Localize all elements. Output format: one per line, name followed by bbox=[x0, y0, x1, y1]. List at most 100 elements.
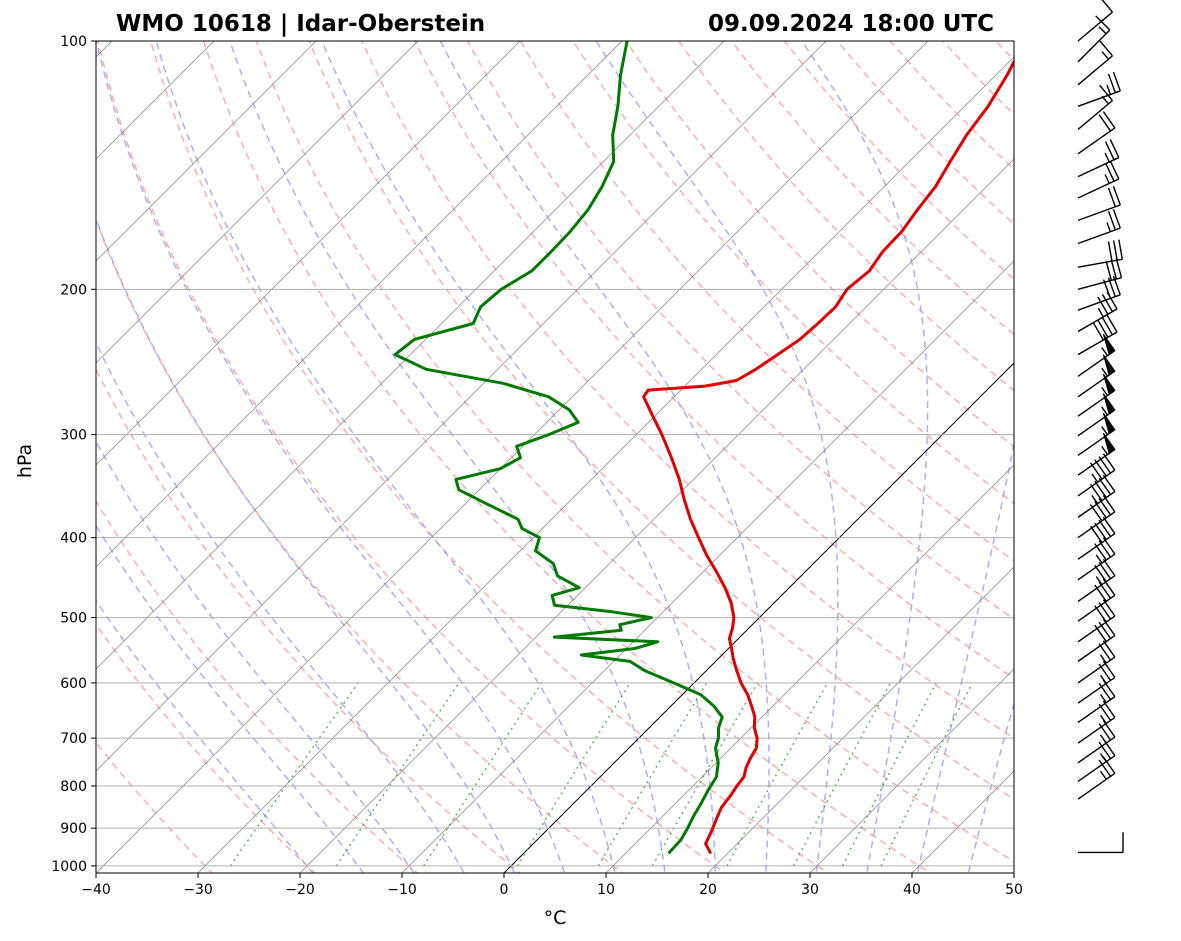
wind-barb bbox=[1077, 111, 1116, 155]
wind-barb-staff bbox=[1077, 178, 1120, 199]
wind-barb bbox=[1077, 432, 1116, 476]
x-tick-label: 20 bbox=[699, 882, 717, 898]
wind-barb-feather bbox=[1094, 480, 1107, 498]
wind-barb-half-feather bbox=[1099, 694, 1107, 704]
mixing-ratio-line bbox=[335, 682, 460, 867]
wind-barb-staff bbox=[1077, 258, 1123, 268]
wind-barb bbox=[1077, 453, 1116, 497]
wind-barb-pennant bbox=[1102, 432, 1116, 455]
isotherm bbox=[96, 41, 521, 466]
dry-adiabat bbox=[572, 41, 1014, 505]
wind-barb-staff bbox=[1077, 276, 1122, 290]
y-tick-label: 700 bbox=[60, 731, 87, 747]
y-tick-label: 300 bbox=[60, 428, 87, 444]
wind-barb bbox=[1077, 84, 1114, 130]
chart-title-time: 09.09.2024 18:00 UTC bbox=[708, 11, 994, 37]
moist-adiabat bbox=[96, 41, 566, 873]
wind-barb bbox=[1077, 373, 1116, 417]
wind-barb-feather bbox=[1107, 241, 1113, 262]
isotherm bbox=[96, 41, 827, 772]
wind-barb-staff bbox=[1077, 511, 1116, 539]
chart-title-station: WMO 10618 | Idar-Oberstein bbox=[116, 11, 485, 37]
moist-adiabat bbox=[96, 524, 365, 873]
isotherm bbox=[96, 41, 725, 670]
wind-barb-half-feather bbox=[1101, 445, 1109, 455]
wind-barb bbox=[1077, 314, 1118, 356]
wind-barb-feather bbox=[1098, 621, 1112, 639]
wind-barb-half-feather bbox=[1099, 654, 1107, 664]
wind-barb-feather bbox=[1094, 584, 1107, 602]
wind-barb-half-feather bbox=[1101, 386, 1109, 396]
wind-barb bbox=[1077, 71, 1121, 107]
wind-barb-feather bbox=[1109, 139, 1120, 158]
moist-adiabat bbox=[967, 700, 1014, 873]
x-tick-label: 40 bbox=[903, 882, 921, 898]
wind-barb bbox=[1077, 354, 1116, 398]
moist-adiabat bbox=[155, 41, 616, 873]
dry-adiabat bbox=[96, 367, 522, 873]
wind-barb-pennant bbox=[1102, 354, 1116, 376]
wind-barb-half-feather bbox=[1097, 307, 1104, 318]
wind-barb-half-feather bbox=[1095, 576, 1103, 586]
mixing-ratio-line bbox=[422, 682, 543, 867]
dry-adiabat bbox=[942, 41, 1014, 116]
mixing-ratio-line bbox=[841, 682, 937, 867]
wind-barb-staff bbox=[1077, 331, 1118, 356]
isotherm bbox=[299, 158, 1014, 873]
wind-barb-feather bbox=[1102, 111, 1116, 129]
wind-barb bbox=[1077, 700, 1116, 744]
x-tick-label: 50 bbox=[1005, 882, 1023, 898]
wind-barb bbox=[1077, 599, 1116, 643]
wind-barb bbox=[1077, 139, 1120, 178]
wind-barb bbox=[1077, 618, 1116, 662]
wind-barb-feather bbox=[1102, 558, 1116, 577]
wind-barb-staff bbox=[1077, 656, 1116, 684]
wind-barb-feather bbox=[1109, 160, 1120, 180]
wind-barb-feather bbox=[1118, 239, 1124, 260]
isotherm bbox=[96, 41, 929, 873]
wind-barb-half-feather bbox=[1104, 152, 1110, 163]
wind-barb-feather bbox=[1101, 293, 1114, 312]
wind-barb-staff bbox=[1077, 204, 1121, 222]
wind-barb-staff bbox=[1077, 634, 1116, 662]
y-tick-label: 500 bbox=[60, 611, 87, 627]
wind-barb-feather bbox=[1097, 296, 1109, 315]
wind-barb bbox=[1077, 185, 1121, 222]
wind-barb-feather bbox=[1102, 640, 1116, 658]
y-tick-label: 600 bbox=[60, 676, 87, 692]
x-tick-label: −40 bbox=[81, 882, 111, 898]
wind-barb-feather bbox=[1112, 209, 1121, 229]
moist-adiabat bbox=[916, 440, 1014, 873]
wind-barb-staff bbox=[1077, 29, 1111, 63]
moist-adiabat bbox=[321, 41, 717, 873]
x-tick-label: 30 bbox=[801, 882, 819, 898]
wind-barb-feather bbox=[1115, 258, 1123, 278]
wind-barb-staff bbox=[1077, 594, 1116, 622]
wind-barb-feather bbox=[1107, 187, 1117, 208]
isotherm bbox=[96, 41, 419, 364]
dry-adiabat bbox=[1154, 41, 1181, 883]
wind-barb-feather bbox=[1107, 73, 1117, 93]
dry-adiabat bbox=[255, 41, 1014, 863]
dry-adiabat bbox=[414, 41, 1014, 680]
pressure-gridlines bbox=[96, 40, 1014, 867]
wind-barb-feather bbox=[1102, 516, 1116, 534]
y-tick-label: 200 bbox=[60, 282, 87, 298]
isotherm bbox=[96, 41, 623, 568]
wind-barb-half-feather bbox=[1099, 753, 1107, 763]
wind-barb-feather bbox=[1104, 162, 1115, 182]
x-tick-label: 0 bbox=[500, 882, 509, 898]
wind-barb-feather bbox=[1102, 618, 1116, 636]
isotherm bbox=[809, 668, 1014, 873]
dry-adiabat bbox=[836, 41, 1014, 226]
wind-barb-feather bbox=[1112, 185, 1121, 206]
wind-barb-staff bbox=[1077, 11, 1113, 42]
mixing-ratio-line bbox=[880, 682, 974, 867]
wind-barb bbox=[1077, 516, 1116, 560]
wind-barb bbox=[1077, 333, 1116, 377]
x-axis-ticks: −40 −30 −20 −10 0 10 20 30 40 50 bbox=[81, 873, 1023, 898]
wind-barb-feather bbox=[1098, 741, 1112, 760]
wind-barb-feather bbox=[1112, 240, 1118, 261]
dry-adiabat bbox=[625, 41, 1014, 448]
wind-barb-half-feather bbox=[1099, 674, 1107, 684]
